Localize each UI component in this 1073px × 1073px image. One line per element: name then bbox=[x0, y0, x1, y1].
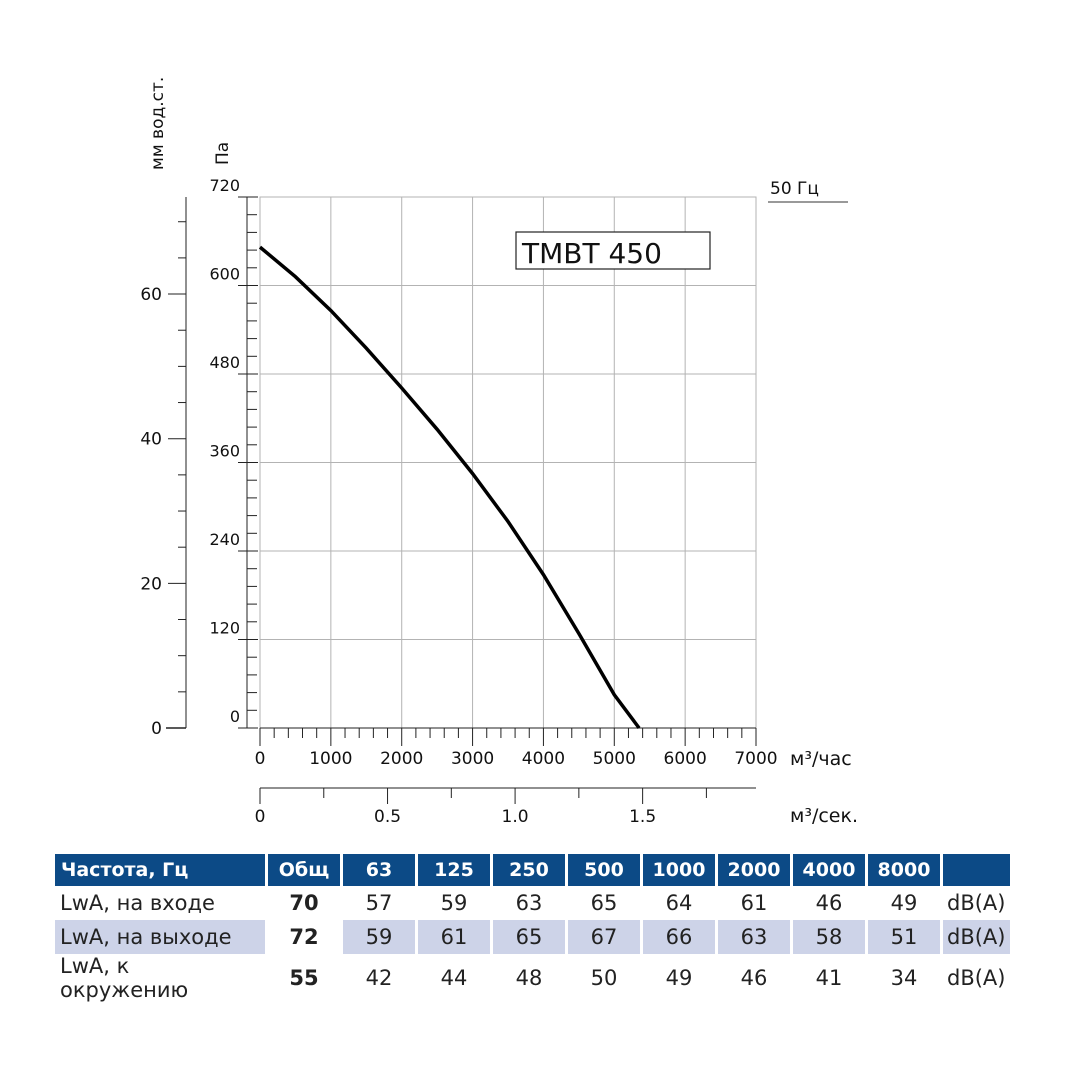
row-value: 67 bbox=[568, 920, 640, 954]
table-header-row: Частота, Гц Общ 63 125 250 500 1000 2000 4000 800… bbox=[55, 854, 1010, 886]
table-header-cell: 2000 bbox=[718, 854, 790, 886]
y-tick-label-pa: 240 bbox=[209, 530, 240, 549]
row-value: 66 bbox=[643, 920, 715, 954]
row-value: 48 bbox=[515, 966, 543, 990]
table-row: LwA, на выходе 72 59 61 65 67 66 63 58 51 dB(A) bbox=[55, 920, 1010, 954]
row-value: 41 bbox=[815, 966, 843, 990]
row-value: 42 bbox=[365, 966, 393, 990]
table-row: LwA, на входе 70 57 59 63 65 64 61 46 49 dB(A) bbox=[55, 886, 1010, 920]
y-tick-label-pa: 600 bbox=[209, 265, 240, 284]
x-tick-label-hour: 5000 bbox=[593, 749, 636, 769]
y-tick-label-pa: 120 bbox=[209, 619, 240, 638]
row-total: 55 bbox=[289, 966, 319, 990]
table-header-cell: 125 bbox=[418, 854, 490, 886]
row-unit: dB(A) bbox=[947, 966, 1006, 990]
x-tick-label-hour: 1000 bbox=[309, 749, 352, 769]
x-axis-label-sec: м³/сек. bbox=[790, 805, 858, 827]
row-value: 61 bbox=[418, 920, 490, 954]
x-tick-label-hour: 6000 bbox=[664, 749, 707, 769]
row-value: 44 bbox=[440, 966, 468, 990]
table-header-total: Общ bbox=[268, 854, 340, 886]
row-value: 65 bbox=[493, 920, 565, 954]
x-tick-label-hour: 4000 bbox=[522, 749, 565, 769]
row-unit: dB(A) bbox=[947, 891, 1006, 915]
table-header-cell: 250 bbox=[493, 854, 565, 886]
row-value: 59 bbox=[343, 920, 415, 954]
y-tick-label-pa: 360 bbox=[209, 442, 240, 461]
row-value: 46 bbox=[815, 891, 843, 915]
row-unit: dB(A) bbox=[943, 920, 1010, 954]
row-total: 72 bbox=[289, 925, 319, 949]
x-tick-label-sec: 1.0 bbox=[502, 807, 529, 827]
row-value: 63 bbox=[515, 891, 543, 915]
table-header-cell bbox=[943, 854, 1010, 886]
y-tick-label-pa: 480 bbox=[209, 353, 240, 372]
row-value: 65 bbox=[590, 891, 618, 915]
row-value: 49 bbox=[890, 891, 918, 915]
table-header-cell: 500 bbox=[568, 854, 640, 886]
x-tick-label-sec: 0.5 bbox=[374, 807, 401, 827]
table-row: LwA, к окружению 55 42 44 48 50 49 46 41 34 dB(A) bbox=[55, 954, 1010, 1002]
row-label: LwA, к окружению bbox=[60, 954, 189, 1002]
x-tick-label-hour: 2000 bbox=[380, 749, 423, 769]
row-value: 63 bbox=[718, 920, 790, 954]
x-tick-label-hour: 0 bbox=[255, 749, 266, 769]
y-tick-label-pa: 0 bbox=[230, 707, 240, 726]
row-value: 50 bbox=[590, 966, 618, 990]
table-header-cell: 63 bbox=[343, 854, 415, 886]
x-tick-label-sec: 1.5 bbox=[629, 807, 656, 827]
row-label: LwA, на выходе bbox=[55, 920, 265, 954]
fan-curve-line bbox=[258, 245, 641, 730]
row-value: 46 bbox=[740, 966, 768, 990]
y-tick-label-mm: 60 bbox=[140, 285, 162, 305]
row-value: 58 bbox=[793, 920, 865, 954]
y-tick-label-mm: 0 bbox=[151, 719, 162, 739]
x-tick-label-hour: 3000 bbox=[451, 749, 494, 769]
y-axis-label-pa: Па bbox=[213, 142, 233, 165]
row-total: 70 bbox=[289, 891, 319, 915]
table-header-cell: 1000 bbox=[643, 854, 715, 886]
row-value: 57 bbox=[365, 891, 393, 915]
table-header-cell: 4000 bbox=[793, 854, 865, 886]
noise-level-table: Частота, Гц Общ 63 125 250 500 1000 2000 4000 800… bbox=[52, 854, 1013, 1002]
x-axis-label-hour: м³/час bbox=[790, 748, 852, 770]
chart-title: TMBT 450 bbox=[521, 237, 662, 270]
chart-grid bbox=[259, 196, 757, 729]
frequency-label: 50 Гц bbox=[770, 179, 819, 199]
y-tick-label-mm: 40 bbox=[140, 430, 162, 450]
row-value: 34 bbox=[890, 966, 918, 990]
table-header-frequency: Частота, Гц bbox=[55, 854, 265, 886]
title-box bbox=[515, 231, 711, 270]
y-axis-label-mm: мм вод.ст. bbox=[148, 77, 168, 170]
x-tick-label-sec: 0 bbox=[255, 807, 266, 827]
row-value: 59 bbox=[440, 891, 468, 915]
row-value: 61 bbox=[740, 891, 768, 915]
row-value: 49 bbox=[665, 966, 693, 990]
row-value: 51 bbox=[868, 920, 940, 954]
row-label: LwA, на входе bbox=[60, 891, 215, 915]
table-header-cell: 8000 bbox=[868, 854, 940, 886]
row-value: 64 bbox=[665, 891, 693, 915]
y-tick-label-mm: 20 bbox=[140, 574, 162, 594]
y-tick-label-pa: 720 bbox=[209, 176, 240, 195]
x-tick-label-hour: 7000 bbox=[734, 749, 777, 769]
